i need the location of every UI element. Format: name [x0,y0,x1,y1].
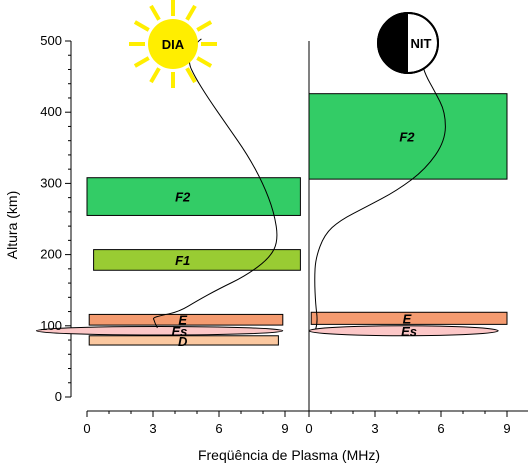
plasma-profile-curve [152,38,278,329]
sun-icon [148,19,198,69]
layer-f2-band [86,177,301,216]
sun-ray [185,4,197,21]
x-tick-label: 3 [149,421,156,436]
layer-e-band [310,311,508,325]
layer-e-band [88,313,284,326]
day-badge-label: DIA [162,37,185,52]
sporadic-e-ellipse [308,325,499,337]
x-tick-label: 9 [281,421,288,436]
night-badge-label: NIT [411,36,432,51]
y-tick-label: 200 [40,247,62,262]
sun-ray [185,67,197,84]
x-tick-label: 0 [83,421,90,436]
layer-e-label: E [178,313,187,328]
sun-ray [196,20,213,32]
x-tick-label: 0 [305,421,312,436]
day-panel [35,0,301,346]
sporadic-e-label: Es [401,324,417,339]
sun-ray [133,56,150,68]
y-axis-title: Altura (km) [4,191,20,259]
y-tick-label: 500 [40,33,62,48]
x-tick-label: 6 [215,421,222,436]
sporadic-e-ellipse [35,326,284,336]
sporadic-e-label: Es [171,324,187,339]
layer-f2-label: F2 [399,129,415,144]
layer-f1-band [93,249,301,271]
layer-f1-label: F1 [175,253,190,268]
y-tick-label: 100 [40,318,62,333]
x-tick-label: 3 [371,421,378,436]
y-tick-label: 400 [40,104,62,119]
x-tick-label: 9 [503,421,510,436]
x-axis-title: Freqüência de Plasma (MHz) [198,447,380,463]
layer-d-label: D [178,334,188,349]
sun-ray [196,56,213,68]
plasma-profile-curve [314,43,446,330]
x-tick-label: 6 [437,421,444,436]
layer-e-label: E [403,311,412,326]
layer-d-band [88,335,279,346]
night-panel [308,12,508,337]
layer-f2-band [308,93,508,180]
moon-outline [377,12,439,74]
layer-f2-label: F2 [175,190,191,205]
moon-dark-half [378,13,408,73]
y-tick-label: 0 [55,389,62,404]
y-tick-label: 300 [40,175,62,190]
sun-ray [149,4,161,21]
sun-ray [133,20,150,32]
sun-ray [149,67,161,84]
